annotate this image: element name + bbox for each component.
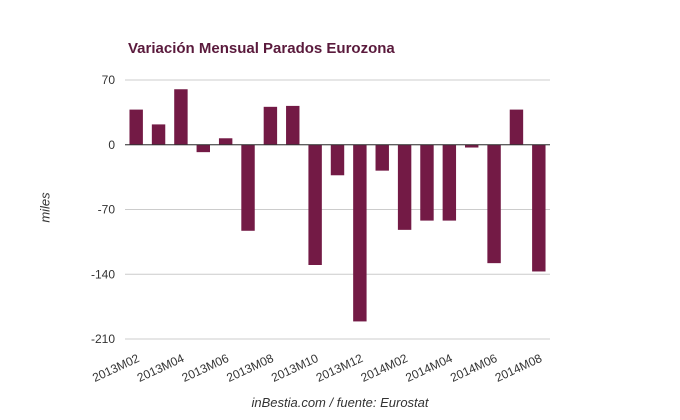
y-tick-label: -140 [91, 267, 115, 281]
y-tick-label: 0 [108, 138, 115, 152]
bar-2014M05 [465, 144, 479, 148]
bar-2013M09 [286, 105, 300, 145]
bar-2013M02 [129, 109, 143, 145]
source-caption: inBestia.com / fuente: Eurostat [251, 395, 429, 410]
bar-2014M08 [532, 144, 546, 272]
bar-2013M06 [218, 138, 233, 145]
bar-2014M04 [442, 144, 457, 221]
x-tick-label: 2013M10 [269, 351, 321, 385]
bar-2014M03 [420, 144, 434, 221]
bar-2013M10 [308, 144, 322, 265]
y-tick-label: -70 [98, 203, 116, 217]
bar-2014M01 [375, 144, 389, 171]
bar-2014M07 [509, 109, 524, 145]
x-tick-label: 2014M06 [448, 351, 500, 385]
bar-2013M11 [330, 144, 345, 176]
x-tick-label: 2014M04 [403, 351, 455, 385]
bar-2014M06 [487, 144, 501, 264]
y-tick-label: 70 [102, 73, 116, 87]
bar-2013M03 [151, 124, 166, 145]
bar-2013M05 [196, 144, 210, 153]
x-tick-label: 2013M08 [224, 351, 276, 385]
x-tick-label: 2014M08 [493, 351, 545, 385]
x-tick-label: 2013M12 [314, 351, 366, 385]
x-tick-label: 2013M02 [90, 351, 142, 385]
bar-2013M08 [263, 106, 278, 145]
bar-2013M07 [241, 144, 255, 231]
bar-2013M04 [174, 89, 188, 145]
chart-title: Variación Mensual Parados Eurozona [128, 40, 395, 57]
bar-2013M12 [353, 144, 367, 322]
bar-2014M02 [397, 144, 412, 230]
x-tick-label: 2014M02 [359, 351, 411, 385]
x-tick-label: 2013M06 [180, 351, 232, 385]
x-tick-label: 2013M04 [135, 351, 187, 385]
y-tick-label: -210 [91, 332, 115, 346]
